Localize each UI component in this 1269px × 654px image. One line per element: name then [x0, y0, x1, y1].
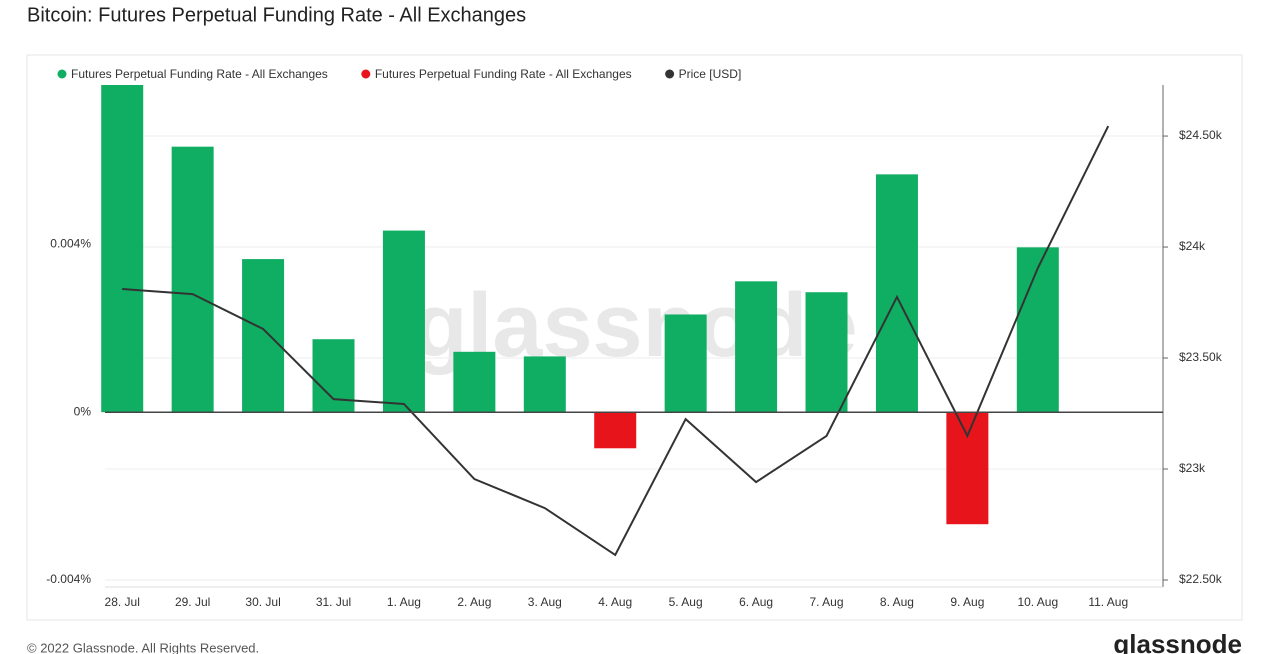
x-tick-label: 29. Jul	[175, 595, 210, 609]
x-tick-label: 28. Jul	[105, 595, 140, 609]
bar	[805, 292, 848, 413]
x-tick-label: 3. Aug	[528, 595, 562, 609]
x-tick-label: 5. Aug	[669, 595, 703, 609]
bar	[594, 412, 637, 449]
bar	[382, 230, 425, 413]
legend-label: Futures Perpetual Funding Rate - All Exc…	[71, 67, 328, 81]
legend-swatch	[57, 69, 67, 79]
chart-title: Bitcoin: Futures Perpetual Funding Rate …	[27, 4, 526, 26]
bar	[523, 356, 566, 413]
legend-label: Futures Perpetual Funding Rate - All Exc…	[375, 67, 632, 81]
bar	[312, 339, 355, 413]
x-tick-label: 10. Aug	[1017, 595, 1058, 609]
legend-swatch	[665, 69, 675, 79]
footer: © 2022 Glassnode. All Rights Reserved.	[27, 640, 259, 654]
bar	[171, 146, 214, 413]
x-tick-label: 1. Aug	[387, 595, 421, 609]
bar	[664, 314, 707, 413]
x-tick-label: 11. Aug	[1088, 595, 1128, 609]
chart-frame	[26, 54, 1243, 621]
y2-tick-label: $24k	[1179, 239, 1206, 253]
x-tick-label: 7. Aug	[809, 595, 843, 609]
y2-tick-label: $24.50k	[1179, 128, 1223, 142]
x-tick-label: 2. Aug	[457, 595, 491, 609]
x-tick-label: 30. Jul	[245, 595, 280, 609]
y2-tick-label: $22.50k	[1179, 572, 1223, 586]
logo: glassnode	[1113, 629, 1242, 654]
bar	[875, 174, 918, 413]
x-tick-label: 4. Aug	[598, 595, 632, 609]
y2-tick-label: $23k	[1179, 461, 1206, 475]
y-tick-label: -0.004%	[46, 572, 91, 586]
bar	[453, 351, 496, 413]
price-line	[122, 125, 1110, 557]
y-tick-label: 0%	[74, 404, 92, 418]
y2-tick-label: $23.50k	[1179, 350, 1223, 364]
bar	[946, 412, 989, 525]
legend-swatch	[361, 69, 371, 79]
legend-label: Price [USD]	[679, 67, 742, 81]
x-tick-label: 31. Jul	[316, 595, 351, 609]
x-tick-label: 8. Aug	[880, 595, 914, 609]
bar	[242, 259, 285, 413]
bar	[1016, 247, 1059, 413]
bar	[101, 85, 144, 413]
x-tick-label: 9. Aug	[950, 595, 984, 609]
bar	[735, 281, 778, 413]
x-tick-label: 6. Aug	[739, 595, 773, 609]
y-tick-label: 0.004%	[50, 237, 91, 251]
